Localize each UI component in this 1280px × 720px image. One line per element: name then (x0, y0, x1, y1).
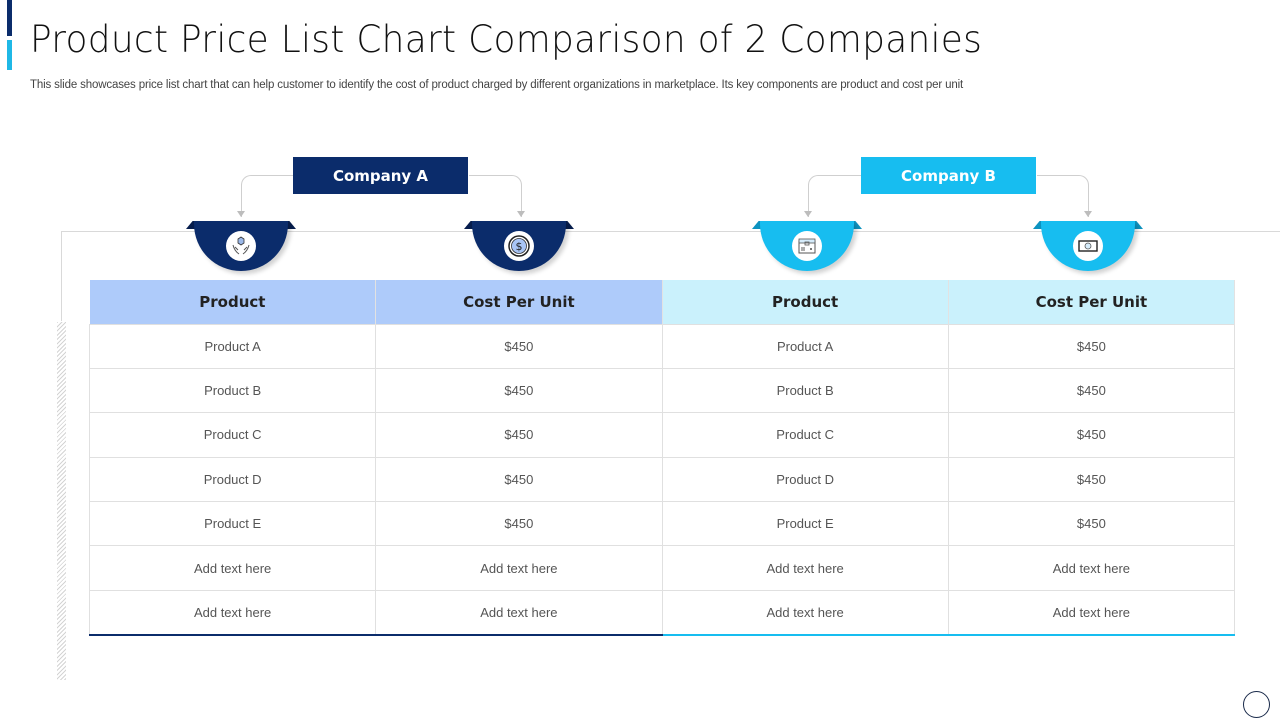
arrow-down-icon (1084, 211, 1092, 217)
cell-cost-b: $450 (947, 367, 1236, 414)
cell-product-a: Product B (88, 367, 377, 414)
header-cost-b: Cost Per Unit (948, 280, 1236, 324)
page-subtitle: This slide showcases price list chart th… (30, 79, 964, 91)
cell-cost-a: $450 (375, 412, 663, 458)
cell-product-b: Product D (661, 456, 949, 503)
table-row: Product B $450 Product B $450 (88, 367, 1236, 414)
product-badge-company-a (186, 221, 296, 273)
hands-box-icon (226, 231, 256, 261)
cell-product-a: Product D (88, 456, 377, 503)
header-product-a: Product (89, 280, 377, 324)
header-cost-a: Cost Per Unit (375, 280, 663, 324)
table-row: Add text here Add text here Add text her… (88, 545, 1236, 591)
cell-product-a: Product A (88, 323, 377, 369)
cell-cost-b: $450 (947, 501, 1236, 547)
table-header-row: Product Cost Per Unit Product Cost Per U… (89, 280, 1236, 324)
slide-nav-circle-icon[interactable] (1243, 691, 1270, 718)
accent-bar-light (7, 40, 12, 70)
frame-line (61, 231, 1280, 232)
table-row: Product C $450 Product C $450 (88, 412, 1236, 458)
cell-cost-b: $450 (947, 456, 1236, 503)
cell-cost-a: $450 (375, 323, 663, 369)
cell-cost-a: $450 (375, 456, 663, 503)
cell-cost-b: $450 (947, 323, 1236, 369)
accent-bar-dark (7, 0, 12, 36)
table-row: Add text here Add text here Add text her… (88, 589, 1236, 636)
arrow-down-icon (517, 211, 525, 217)
company-a-label: Company A (293, 157, 468, 194)
arrow-down-icon (237, 211, 245, 217)
page-title: Product Price List Chart Comparison of 2… (30, 18, 983, 61)
cell-product-a: Product C (88, 412, 377, 458)
cell-cost-a: $450 (375, 501, 663, 547)
cell-product-b: Add text here (661, 589, 949, 636)
cell-product-b: Product A (661, 323, 949, 369)
cell-product-a: Add text here (88, 545, 377, 591)
cell-product-b: Product B (661, 367, 949, 414)
company-b-label: Company B (861, 157, 1036, 194)
product-badge-company-b (752, 221, 862, 273)
cell-product-a: Add text here (88, 589, 377, 636)
price-comparison-table: Product Cost Per Unit Product Cost Per U… (88, 280, 1236, 636)
frame-line (61, 231, 62, 321)
hatch-decoration (57, 322, 66, 680)
cell-cost-b: Add text here (947, 545, 1236, 591)
cell-cost-b: Add text here (947, 589, 1236, 636)
cell-cost-b: $450 (947, 412, 1236, 458)
svg-text:$: $ (516, 240, 523, 253)
cell-product-b: Add text here (661, 545, 949, 591)
banknote-icon (1073, 231, 1103, 261)
cell-cost-a: Add text here (375, 545, 663, 591)
table-row: Product D $450 Product D $450 (88, 456, 1236, 503)
cell-product-a: Product E (88, 501, 377, 547)
table-row: Product A $450 Product A $450 (88, 323, 1236, 369)
cost-badge-company-b (1033, 221, 1143, 273)
dollar-coin-icon: $ (504, 231, 534, 261)
cell-product-b: Product E (661, 501, 949, 547)
cost-badge-company-a: $ (464, 221, 574, 273)
table-row: Product E $450 Product E $450 (88, 501, 1236, 547)
arrow-down-icon (804, 211, 812, 217)
box-icon (792, 231, 822, 261)
cell-product-b: Product C (661, 412, 949, 458)
cell-cost-a: $450 (375, 367, 663, 414)
header-product-b: Product (662, 280, 949, 324)
cell-cost-a: Add text here (375, 589, 663, 636)
